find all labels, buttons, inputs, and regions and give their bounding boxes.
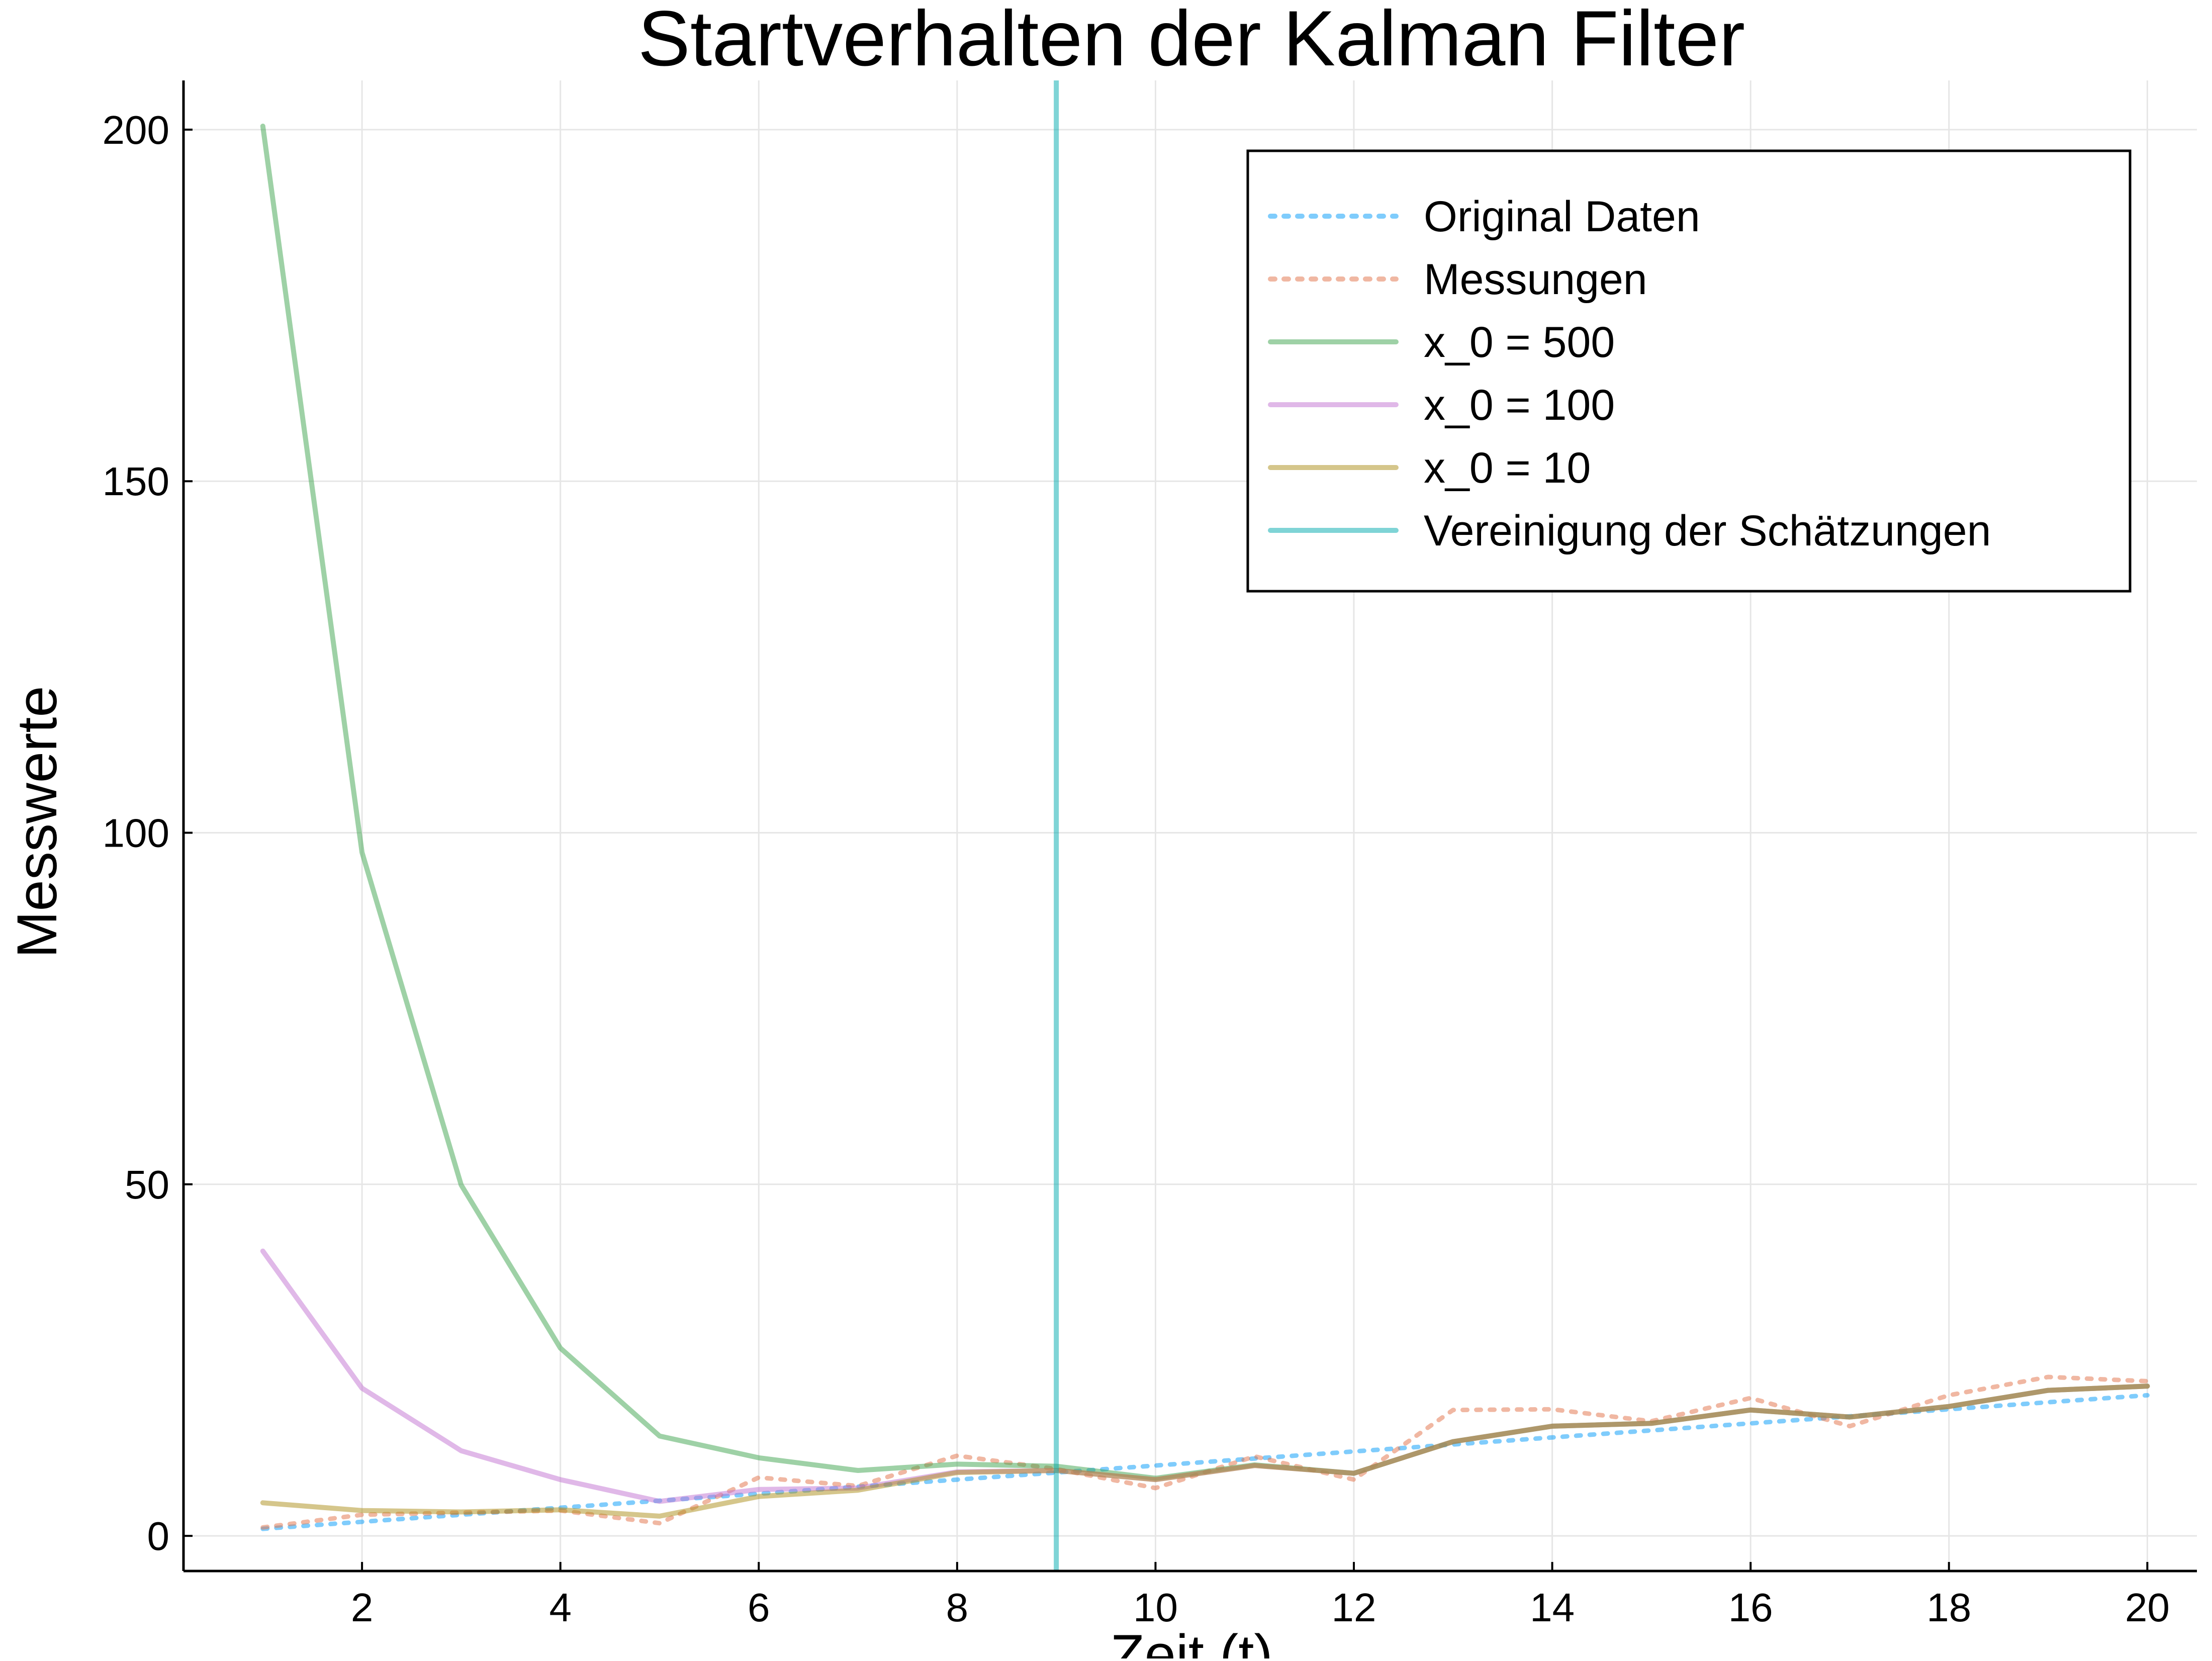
y-tick-label: 50 <box>125 1162 169 1207</box>
x-tick-label: 10 <box>1133 1585 1178 1630</box>
legend-label: x_0 = 10 <box>1424 444 1591 492</box>
y-tick-label: 100 <box>103 810 169 855</box>
x-tick-label: 16 <box>1728 1585 1773 1630</box>
series-3-line <box>260 1248 2150 1504</box>
y-axis-label: Messwerte <box>6 686 68 958</box>
legend: Original Daten Messungen x_0 = 500 x_0 = 10… <box>1246 149 2132 593</box>
chart-title: Startverhalten der Kalman Filter <box>638 0 1745 82</box>
y-tick-label: 200 <box>103 108 169 152</box>
x-tick-label: 6 <box>748 1585 770 1630</box>
legend-label: Vereinigung der Schätzungen <box>1424 507 1991 555</box>
legend-label: x_0 = 100 <box>1424 381 1615 429</box>
x-tick-label: 12 <box>1332 1585 1376 1630</box>
y-tick-label: 150 <box>103 459 169 504</box>
legend-box <box>1246 149 2132 593</box>
legend-label: Messungen <box>1424 255 1647 304</box>
x-axis-label: Zeit (t) <box>1110 1623 1273 1658</box>
series-4-line <box>260 1383 2150 1519</box>
x-tick-label: 20 <box>2125 1585 2170 1630</box>
legend-label: Original Daten <box>1424 193 1700 241</box>
y-tick-label: 0 <box>147 1514 170 1558</box>
x-tick-label: 18 <box>1926 1585 1971 1630</box>
axes <box>182 80 2197 1573</box>
plot-lines <box>260 80 2150 1571</box>
legend-label: x_0 = 500 <box>1424 318 1615 366</box>
x-tick-label: 14 <box>1530 1585 1575 1630</box>
x-tick-label: 4 <box>549 1585 572 1630</box>
series-1-line <box>260 1374 2150 1530</box>
x-tick-label: 8 <box>946 1585 969 1630</box>
x-tick-label: 2 <box>351 1585 374 1630</box>
